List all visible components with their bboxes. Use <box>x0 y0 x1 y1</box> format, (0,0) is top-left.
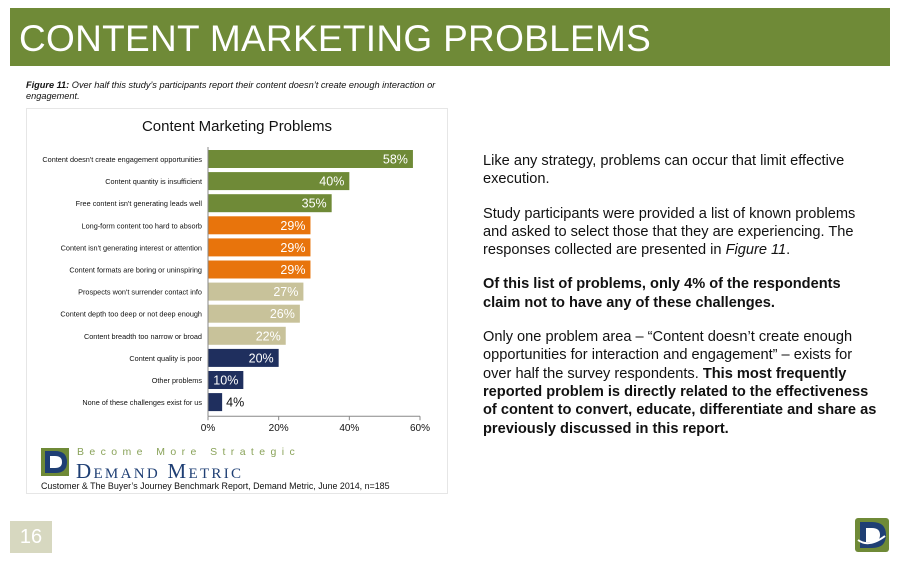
paragraph-highlight: Of this list of problems, only 4% of the… <box>483 276 841 311</box>
bar-9 <box>208 326 286 345</box>
bar-12 <box>208 393 223 412</box>
figure-reference: Figure 11 <box>725 242 787 259</box>
page-number: 16 <box>10 521 52 553</box>
paragraph-method: Study participants were provided a list … <box>483 205 878 260</box>
value-label: 22% <box>256 329 281 343</box>
x-tick-label: 60% <box>410 423 430 434</box>
logo-tagline: Become More Strategic <box>77 446 301 458</box>
demand-metric-logo-icon <box>41 448 69 476</box>
page-title: CONTENT MARKETING PROBLEMS <box>19 18 652 59</box>
bar-1 <box>208 150 413 168</box>
bar-chart: Content doesn't create engagement opport… <box>42 147 430 434</box>
chart-title: Content Marketing Problems <box>141 118 333 135</box>
paragraph-method-text: Study participants were provided a list … <box>483 205 856 259</box>
x-tick-label: 0% <box>201 423 216 434</box>
bar-5 <box>208 238 311 257</box>
value-label: 10% <box>213 374 238 388</box>
bar-6 <box>208 260 311 279</box>
chart-panel: Content Marketing Problems Content doesn… <box>26 108 448 494</box>
corner-logo-icon <box>855 518 889 552</box>
figure-caption-text: Over half this study’s participants repo… <box>26 80 436 101</box>
figure-caption: Figure 11: Over half this study’s partic… <box>26 80 446 102</box>
category-label: Free content isn't generating leads well <box>76 199 203 208</box>
category-label: Content formats are boring or uninspirin… <box>69 266 202 275</box>
value-label: 58% <box>383 153 408 167</box>
category-label: Prospects won't surrender contact info <box>78 288 202 297</box>
bar-4 <box>208 216 311 235</box>
category-label: None of these challenges exist for us <box>82 398 202 407</box>
paragraph-conclusion: Only one problem area – “Content doesn’t… <box>483 328 878 438</box>
value-label: 20% <box>249 351 274 365</box>
value-label: 4% <box>226 396 244 410</box>
bar-2 <box>208 172 350 191</box>
value-label: 29% <box>280 219 305 233</box>
paragraph-conclusion-text: Only one problem area – “Content doesn’t… <box>483 329 853 382</box>
body-text: Like any strategy, problems can occur th… <box>483 152 878 454</box>
paragraph-method-end: . <box>786 242 791 259</box>
bar-7 <box>208 282 304 301</box>
value-label: 29% <box>280 241 305 255</box>
category-label: Content depth too deep or not deep enoug… <box>60 310 202 319</box>
bar-8 <box>208 304 300 323</box>
x-tick-label: 20% <box>269 423 289 434</box>
paragraph-intro: Like any strategy, problems can occur th… <box>483 153 845 188</box>
value-label: 35% <box>302 197 327 211</box>
value-label: 27% <box>273 285 298 299</box>
bar-10 <box>208 348 279 367</box>
x-tick-label: 40% <box>339 423 359 434</box>
category-label: Other problems <box>152 376 203 385</box>
category-label: Content quantity is insufficient <box>105 177 202 186</box>
paragraph-conclusion-bold: This most frequently reported problem is… <box>483 365 877 437</box>
logo-name: Demand Metric <box>76 459 244 483</box>
category-label: Content doesn't create engagement opport… <box>42 155 202 164</box>
figure-label: Figure 11: <box>26 80 70 90</box>
value-label: 26% <box>270 307 295 321</box>
bar-3 <box>208 194 332 213</box>
category-label: Content breadth too narrow or broad <box>84 332 202 341</box>
category-label: Content isn't generating interest or att… <box>61 243 202 252</box>
value-label: 29% <box>280 263 305 277</box>
bar-11 <box>208 371 244 389</box>
chart-source: Customer & The Buyer’s Journey Benchmark… <box>41 481 390 491</box>
category-label: Long-form content too hard to absorb <box>82 221 202 230</box>
category-label: Content quality is poor <box>129 354 202 363</box>
title-bar: CONTENT MARKETING PROBLEMS <box>10 8 890 66</box>
value-label: 40% <box>319 175 344 189</box>
